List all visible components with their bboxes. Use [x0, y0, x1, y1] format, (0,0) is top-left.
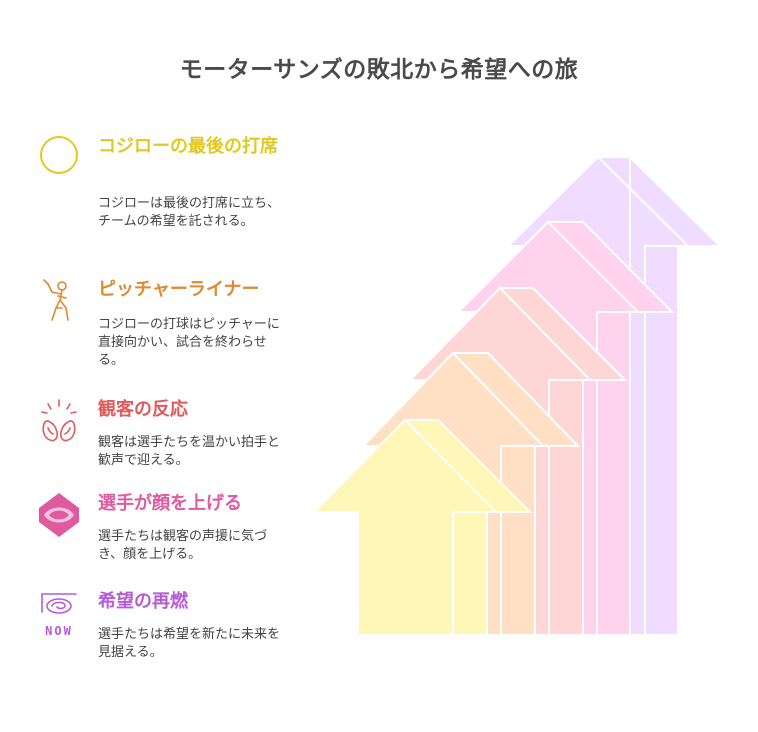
- eye-icon: [39, 493, 79, 537]
- clapping-hands-icon: [41, 399, 77, 442]
- now-icon: NOW: [36, 590, 82, 638]
- now-label: NOW: [45, 624, 73, 638]
- circle-icon: [40, 136, 78, 174]
- batter-icon: [43, 279, 69, 321]
- step-4-heading: 選手が顔を上げる: [98, 493, 242, 514]
- step-3-description: 観客は選手たちを温かい拍手と歓声で迎える。: [98, 435, 281, 468]
- step-3: 観客の反応 観客は選手たちを温かい拍手と歓声で迎える。: [36, 398, 286, 478]
- step-1: コジローの最後の打席 コジローは最後の打席に立ち、チームの希望を託される。: [36, 135, 286, 255]
- step-2: ピッチャーライナー コジローの打球はピッチャーに直接向かい、試合を終わらせる。: [36, 278, 286, 378]
- step-2-heading: ピッチャーライナー: [98, 279, 260, 300]
- step-1-heading: コジローの最後の打席: [98, 136, 278, 157]
- step-5: NOW 希望の再燃 選手たちは希望を新たに未来を見据える。: [36, 590, 286, 670]
- step-2-description: コジローの打球はピッチャーに直接向かい、試合を終わらせる。: [98, 317, 280, 368]
- step-4-description: 選手たちは観客の声援に気づき、顔を上げる。: [98, 529, 268, 562]
- step-5-description: 選手たちは希望を新たに未来を見据える。: [98, 627, 281, 660]
- step-5-heading: 希望の再燃: [98, 591, 188, 612]
- step-4: 選手が顔を上げる 選手たちは観客の声援に気づき、顔を上げる。: [36, 492, 286, 572]
- swirl-icon: [41, 593, 77, 614]
- diagram-title: モーターサンズの敗北から希望への旅: [179, 57, 579, 83]
- step-3-heading: 観客の反応: [98, 399, 188, 420]
- arrow-1: [311, 419, 533, 636]
- step-1-description: コジローは最後の打席に立ち、チームの希望を託される。: [98, 196, 281, 229]
